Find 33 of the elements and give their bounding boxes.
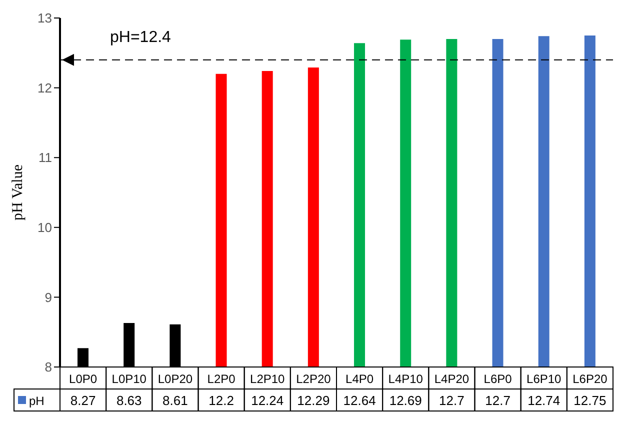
- x-tick-label: L2P0: [207, 372, 236, 386]
- y-tick-label: 10: [38, 220, 52, 236]
- y-tick-label: 13: [38, 10, 52, 26]
- x-tick-label: L6P0: [484, 372, 512, 386]
- data-label: 12.69: [389, 393, 422, 408]
- y-tick-label: 11: [38, 150, 52, 166]
- x-tick-label: L4P10: [388, 372, 424, 386]
- y-tick-label: 9: [44, 290, 52, 305]
- x-tick-label: L2P20: [296, 372, 332, 386]
- y-tick-label: 8: [44, 360, 52, 375]
- ref-line-label: pH=12.4: [110, 28, 172, 46]
- data-label: 12.74: [528, 393, 560, 408]
- data-label: 8.63: [116, 393, 142, 408]
- x-tick-label: L0P20: [158, 372, 193, 386]
- x-tick-label: L6P20: [572, 372, 608, 386]
- x-tick-label: L4P0: [346, 372, 374, 386]
- data-label: 8.27: [70, 393, 96, 408]
- y-axis-title: pH Value: [10, 164, 26, 220]
- data-label: 12.29: [297, 393, 330, 408]
- x-tick-label: L0P10: [112, 372, 147, 386]
- data-label: 12.24: [251, 393, 284, 408]
- data-label: 12.7: [485, 393, 510, 408]
- data-label: 12.2: [208, 393, 234, 408]
- data-label: 8.61: [162, 393, 188, 408]
- x-tick-label: L2P10: [250, 372, 286, 386]
- data-label: 12.64: [343, 393, 376, 408]
- x-tick-label: L0P0: [69, 372, 98, 386]
- x-tick-label: L4P20: [434, 372, 470, 386]
- y-tick-label: 12: [38, 80, 52, 96]
- x-tick-label: L6P10: [526, 372, 562, 386]
- data-label: 12.7: [439, 393, 464, 408]
- legend-label: pH: [29, 394, 44, 408]
- data-label: 12.75: [574, 393, 606, 408]
